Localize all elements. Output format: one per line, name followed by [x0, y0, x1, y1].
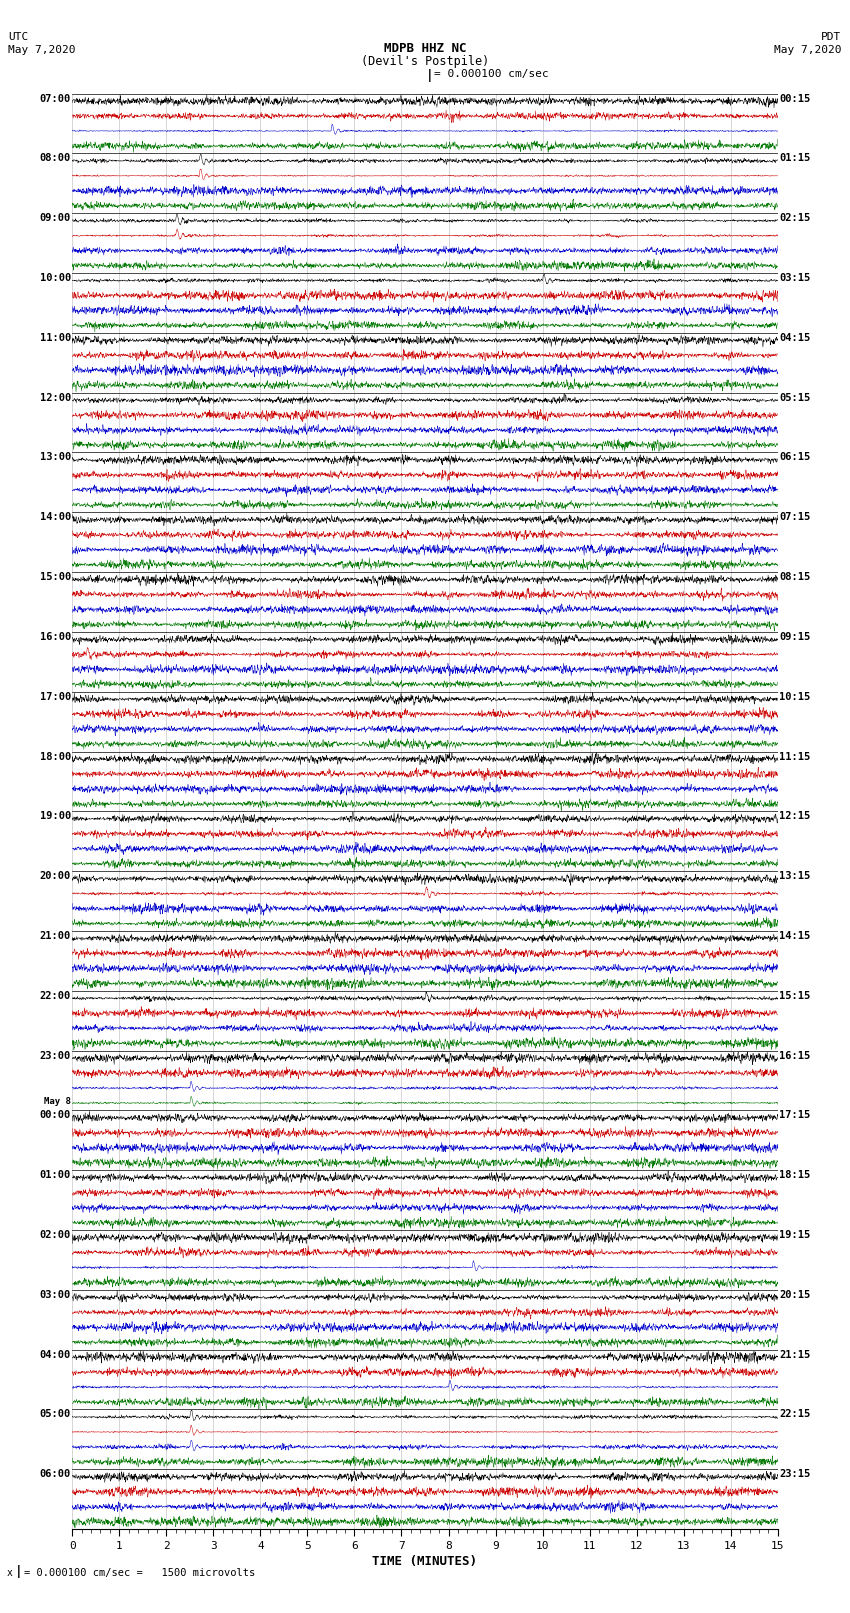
Text: 09:00: 09:00: [40, 213, 71, 223]
Text: May 7,2020: May 7,2020: [774, 45, 842, 55]
Text: 17:15: 17:15: [779, 1110, 810, 1121]
Text: 01:15: 01:15: [779, 153, 810, 163]
Text: |: |: [426, 69, 433, 82]
Text: 04:15: 04:15: [779, 332, 810, 344]
Text: 07:00: 07:00: [40, 94, 71, 103]
Text: 12:00: 12:00: [40, 392, 71, 403]
Text: 12:15: 12:15: [779, 811, 810, 821]
Text: 09:15: 09:15: [779, 632, 810, 642]
Text: 16:15: 16:15: [779, 1050, 810, 1061]
Text: 08:00: 08:00: [40, 153, 71, 163]
Text: May 8: May 8: [44, 1097, 71, 1107]
Text: (Devil's Postpile): (Devil's Postpile): [361, 55, 489, 68]
Text: = 0.000100 cm/sec: = 0.000100 cm/sec: [434, 69, 549, 79]
Text: 00:15: 00:15: [779, 94, 810, 103]
Text: 03:15: 03:15: [779, 273, 810, 282]
Text: 14:00: 14:00: [40, 513, 71, 523]
Text: May 7,2020: May 7,2020: [8, 45, 76, 55]
Text: x: x: [7, 1568, 13, 1578]
Text: 03:00: 03:00: [40, 1290, 71, 1300]
Text: 14:15: 14:15: [779, 931, 810, 940]
Text: 23:00: 23:00: [40, 1050, 71, 1061]
Text: 13:15: 13:15: [779, 871, 810, 881]
Text: 22:15: 22:15: [779, 1410, 810, 1419]
Text: 05:15: 05:15: [779, 392, 810, 403]
Text: 11:00: 11:00: [40, 332, 71, 344]
Text: 21:15: 21:15: [779, 1350, 810, 1360]
Text: 15:00: 15:00: [40, 573, 71, 582]
Text: PDT: PDT: [821, 32, 842, 42]
Text: 10:15: 10:15: [779, 692, 810, 702]
Text: 15:15: 15:15: [779, 990, 810, 1000]
Text: 19:15: 19:15: [779, 1231, 810, 1240]
Text: 04:00: 04:00: [40, 1350, 71, 1360]
Text: 22:00: 22:00: [40, 990, 71, 1000]
Text: 00:00: 00:00: [40, 1110, 71, 1121]
Text: 02:00: 02:00: [40, 1231, 71, 1240]
Text: 19:00: 19:00: [40, 811, 71, 821]
Text: 20:00: 20:00: [40, 871, 71, 881]
Text: 05:00: 05:00: [40, 1410, 71, 1419]
Text: 06:00: 06:00: [40, 1469, 71, 1479]
Text: = 0.000100 cm/sec =   1500 microvolts: = 0.000100 cm/sec = 1500 microvolts: [24, 1568, 255, 1578]
Text: UTC: UTC: [8, 32, 29, 42]
Text: |: |: [15, 1565, 23, 1578]
Text: 11:15: 11:15: [779, 752, 810, 761]
Text: 21:00: 21:00: [40, 931, 71, 940]
Text: 06:15: 06:15: [779, 453, 810, 463]
Text: 17:00: 17:00: [40, 692, 71, 702]
Text: 23:15: 23:15: [779, 1469, 810, 1479]
Text: 18:15: 18:15: [779, 1171, 810, 1181]
Text: 02:15: 02:15: [779, 213, 810, 223]
Text: MDPB HHZ NC: MDPB HHZ NC: [383, 42, 467, 55]
Text: 01:00: 01:00: [40, 1171, 71, 1181]
Text: 10:00: 10:00: [40, 273, 71, 282]
Text: 08:15: 08:15: [779, 573, 810, 582]
Text: 20:15: 20:15: [779, 1290, 810, 1300]
Text: 18:00: 18:00: [40, 752, 71, 761]
Text: 13:00: 13:00: [40, 453, 71, 463]
Text: 07:15: 07:15: [779, 513, 810, 523]
Text: 16:00: 16:00: [40, 632, 71, 642]
X-axis label: TIME (MINUTES): TIME (MINUTES): [372, 1555, 478, 1568]
